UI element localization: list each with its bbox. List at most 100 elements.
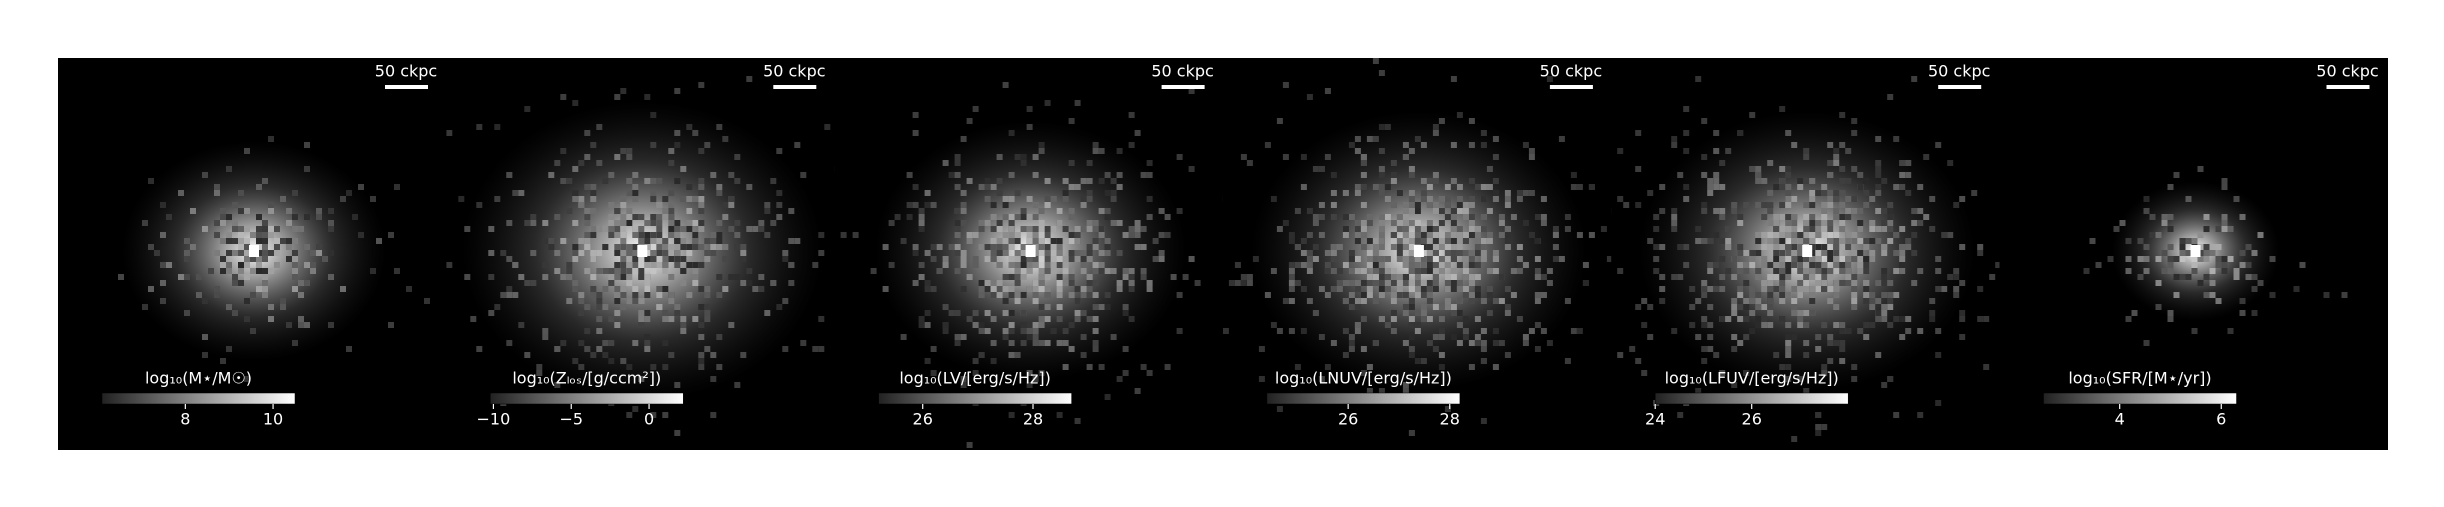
pixel <box>1540 292 1547 298</box>
pixel <box>1408 268 1415 274</box>
pixel <box>1641 298 1648 304</box>
pixel <box>668 202 675 208</box>
pixel <box>1821 280 1828 286</box>
pixel <box>2251 250 2258 256</box>
pixel <box>1779 256 1786 262</box>
pixel <box>1821 184 1828 190</box>
pixel <box>990 256 997 262</box>
pixel <box>1228 280 1235 286</box>
pixel <box>2137 256 2144 262</box>
pixel <box>1623 202 1630 208</box>
pixel <box>322 256 328 262</box>
pixel <box>1767 232 1774 238</box>
pixel <box>1474 334 1481 340</box>
pixel <box>1839 268 1846 274</box>
pixel <box>1809 190 1816 196</box>
pixel <box>572 196 579 202</box>
pixel <box>1462 250 1469 256</box>
pixel <box>578 292 585 298</box>
pixel <box>1098 208 1105 214</box>
pixel <box>1110 196 1117 202</box>
galaxy-center <box>1802 245 1813 257</box>
pixel <box>226 346 232 352</box>
pixel <box>1366 214 1373 220</box>
pixel <box>1420 292 1427 298</box>
pixel <box>1737 214 1744 220</box>
pixel <box>1044 274 1051 280</box>
pixel <box>1869 292 1876 298</box>
pixel <box>232 238 238 244</box>
pixel <box>1074 226 1081 232</box>
pixel <box>716 190 723 196</box>
pixel <box>1086 280 1093 286</box>
pixel <box>1336 268 1343 274</box>
pixel <box>1749 250 1756 256</box>
pixel <box>1038 256 1045 262</box>
pixel <box>930 370 937 376</box>
pixel <box>656 214 663 220</box>
pixel <box>1881 274 1888 280</box>
pixel <box>1522 334 1529 340</box>
pixel <box>1080 268 1087 274</box>
pixel <box>1092 304 1099 310</box>
pixel <box>1324 268 1331 274</box>
pixel <box>214 232 220 238</box>
colorbar-tick-label: 24 <box>1645 410 1665 429</box>
pixel <box>644 292 651 298</box>
pixel <box>1408 202 1415 208</box>
pixel <box>716 184 723 190</box>
pixel <box>1971 190 1978 196</box>
pixel <box>740 280 747 286</box>
pixel <box>656 286 663 292</box>
pixel <box>554 250 561 256</box>
pixel <box>1086 292 1093 298</box>
pixel <box>1420 226 1427 232</box>
pixel <box>1887 226 1894 232</box>
pixel <box>1438 118 1445 124</box>
pixel <box>1360 220 1367 226</box>
pixel <box>1056 220 1063 226</box>
pixel <box>572 244 579 250</box>
pixel <box>1402 292 1409 298</box>
pixel <box>1875 190 1882 196</box>
pixel <box>662 196 669 202</box>
pixel <box>1246 280 1253 286</box>
pixel <box>1444 214 1451 220</box>
pixel <box>560 274 567 280</box>
pixel <box>1402 142 1409 148</box>
pixel <box>662 208 669 214</box>
pixel <box>740 256 747 262</box>
pixel <box>812 346 819 352</box>
pixel <box>1468 220 1475 226</box>
pixel <box>1324 88 1331 94</box>
pixel <box>1809 232 1816 238</box>
pixel <box>370 268 376 274</box>
pixel <box>650 268 657 274</box>
pixel <box>1899 262 1906 268</box>
pixel <box>1104 268 1111 274</box>
pixel <box>1008 244 1015 250</box>
pixel <box>1833 214 1840 220</box>
pixel <box>1360 154 1367 160</box>
pixel <box>1462 202 1469 208</box>
pixel <box>1881 382 1888 388</box>
pixel <box>1701 346 1708 352</box>
pixel <box>1893 232 1900 238</box>
pixel <box>328 220 334 226</box>
pixel <box>1761 214 1768 220</box>
pixel <box>704 286 711 292</box>
pixel <box>1635 304 1642 310</box>
pixel <box>554 346 561 352</box>
pixel <box>704 238 711 244</box>
pixel <box>1779 232 1786 238</box>
pixel <box>1438 208 1445 214</box>
colorbar-label: log₁₀(SFR/[M⋆/yr]) <box>2068 369 2211 388</box>
pixel <box>782 250 789 256</box>
pixel <box>184 256 190 262</box>
pixel <box>1785 244 1792 250</box>
pixel <box>1408 322 1415 328</box>
pixel <box>680 268 687 274</box>
pixel <box>572 250 579 256</box>
pixel <box>1653 226 1660 232</box>
pixel <box>2137 238 2144 244</box>
